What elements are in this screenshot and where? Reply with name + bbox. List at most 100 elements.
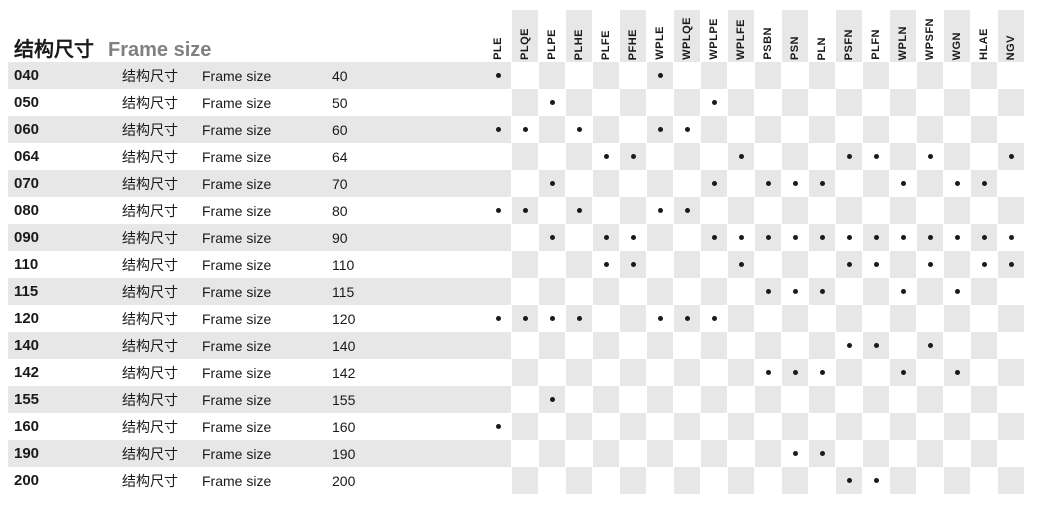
matrix-cell: [566, 251, 593, 278]
row-value: 120: [332, 311, 355, 327]
matrix-cell: [917, 467, 944, 494]
matrix-cell: [755, 89, 782, 116]
matrix-cell: [782, 467, 809, 494]
row-label-cn: 结构尺寸: [122, 66, 202, 86]
matrix-cell: [647, 305, 674, 332]
column-header-label: PLQE: [519, 28, 531, 60]
matrix-cell: [782, 305, 809, 332]
matrix-cell: [917, 278, 944, 305]
matrix-cell: [647, 143, 674, 170]
row-value: 90: [332, 230, 348, 246]
matrix-cell: [701, 251, 728, 278]
dot-icon: [739, 154, 744, 159]
dot-icon: [604, 154, 609, 159]
dot-icon: [820, 289, 825, 294]
dot-icon: [766, 289, 771, 294]
matrix-cell: [917, 413, 944, 440]
matrix-cell: [728, 170, 755, 197]
matrix-cell: [998, 89, 1025, 116]
dot-icon: [793, 451, 798, 456]
matrix-cell: [863, 359, 890, 386]
dot-icon: [496, 127, 501, 132]
matrix-cell: [809, 143, 836, 170]
matrix-cell: [512, 62, 539, 89]
column-header-label: WPLE: [654, 26, 666, 60]
matrix-cell: [809, 332, 836, 359]
dot-icon: [658, 316, 663, 321]
matrix-cell: [755, 224, 782, 251]
matrix-cell: [863, 332, 890, 359]
dot-icon: [550, 235, 555, 240]
column-header-label: PLN: [816, 37, 828, 61]
dot-icon: [1009, 235, 1014, 240]
column-header: PFHE: [620, 10, 647, 62]
matrix-cell: [620, 89, 647, 116]
dot-icon: [901, 289, 906, 294]
column-header-label: PLPE: [546, 29, 558, 60]
matrix-cell: [890, 413, 917, 440]
matrix-cell: [539, 413, 566, 440]
matrix-cell: [944, 143, 971, 170]
row-label-en: Frame size: [202, 176, 332, 192]
matrix-cell: [512, 224, 539, 251]
dot-icon: [982, 262, 987, 267]
column-header-label: WPLFE: [735, 19, 747, 60]
matrix-cell: [890, 467, 917, 494]
matrix-cell: [863, 413, 890, 440]
column-header-label: PLE: [492, 37, 504, 60]
row-label-en: Frame size: [202, 284, 332, 300]
matrix-cell: [890, 89, 917, 116]
matrix-cell: [593, 386, 620, 413]
matrix-cell: [647, 278, 674, 305]
column-header: PLPE: [539, 10, 566, 62]
matrix-cell: [485, 440, 512, 467]
matrix-cell: [728, 359, 755, 386]
matrix-cell: [755, 116, 782, 143]
matrix-cell: [863, 251, 890, 278]
dot-icon: [631, 154, 636, 159]
row-label-area: 090结构尺寸Frame size90: [8, 224, 485, 251]
matrix-cell: [566, 224, 593, 251]
matrix-cell: [701, 332, 728, 359]
matrix-cell: [620, 62, 647, 89]
dot-icon: [658, 208, 663, 213]
matrix-cell: [512, 359, 539, 386]
matrix-cell: [701, 116, 728, 143]
matrix-cell: [539, 278, 566, 305]
matrix-cell: [593, 251, 620, 278]
matrix-cell: [674, 89, 701, 116]
matrix-cell: [539, 170, 566, 197]
matrix-cell: [971, 62, 998, 89]
matrix-cell: [485, 332, 512, 359]
row-label-en: Frame size: [202, 257, 332, 273]
matrix-cell: [593, 62, 620, 89]
matrix-cell: [593, 224, 620, 251]
dot-icon: [847, 154, 852, 159]
row-label-en: Frame size: [202, 203, 332, 219]
matrix-cell: [917, 440, 944, 467]
matrix-cell: [836, 359, 863, 386]
matrix-cell: [809, 413, 836, 440]
matrix-cell: [728, 440, 755, 467]
frame-size-table: 结构尺寸Frame sizePLEPLQEPLPEPLHEPLFEPFHEWPL…: [8, 6, 1032, 494]
matrix-cell: [971, 89, 998, 116]
matrix-cell: [782, 251, 809, 278]
table-row: 142结构尺寸Frame size142: [8, 359, 1032, 386]
row-code: 080: [14, 202, 122, 219]
matrix-cell: [593, 197, 620, 224]
matrix-cell: [782, 440, 809, 467]
matrix-cell: [539, 197, 566, 224]
matrix-cell: [917, 170, 944, 197]
column-header-label: WPLN: [897, 26, 909, 60]
matrix-cell: [539, 386, 566, 413]
dot-icon: [793, 235, 798, 240]
dot-icon: [550, 181, 555, 186]
matrix-cell: [728, 332, 755, 359]
title-cn: 结构尺寸: [14, 33, 94, 62]
dot-icon: [766, 181, 771, 186]
dot-icon: [712, 100, 717, 105]
matrix-cell: [809, 62, 836, 89]
dot-icon: [1009, 154, 1014, 159]
matrix-cell: [647, 197, 674, 224]
column-header: WPLFE: [728, 10, 755, 62]
